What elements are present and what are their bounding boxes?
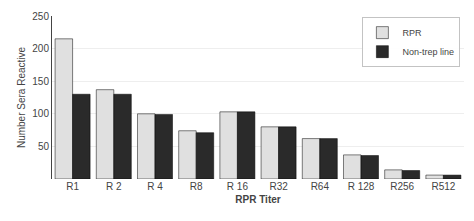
- svg-text:50: 50: [38, 141, 50, 152]
- svg-text:R8: R8: [190, 181, 203, 192]
- svg-text:200: 200: [32, 43, 49, 54]
- svg-text:RPR: RPR: [402, 28, 422, 38]
- svg-text:Non-trep line: Non-trep line: [402, 47, 454, 57]
- svg-text:R 4: R 4: [147, 181, 163, 192]
- svg-text:Number Sera Reactive: Number Sera Reactive: [16, 46, 27, 148]
- svg-text:R 2: R 2: [106, 181, 122, 192]
- svg-text:150: 150: [32, 76, 49, 87]
- svg-text:R64: R64: [311, 181, 330, 192]
- svg-text:R256: R256: [390, 181, 414, 192]
- svg-text:R 16: R 16: [227, 181, 249, 192]
- svg-text:100: 100: [32, 108, 49, 119]
- svg-text:R512: R512: [431, 181, 455, 192]
- svg-text:R 128: R 128: [348, 181, 375, 192]
- svg-text:250: 250: [32, 11, 49, 22]
- svg-text:R1: R1: [66, 181, 79, 192]
- svg-text:RPR Titer: RPR Titer: [235, 194, 280, 205]
- svg-text:R32: R32: [269, 181, 288, 192]
